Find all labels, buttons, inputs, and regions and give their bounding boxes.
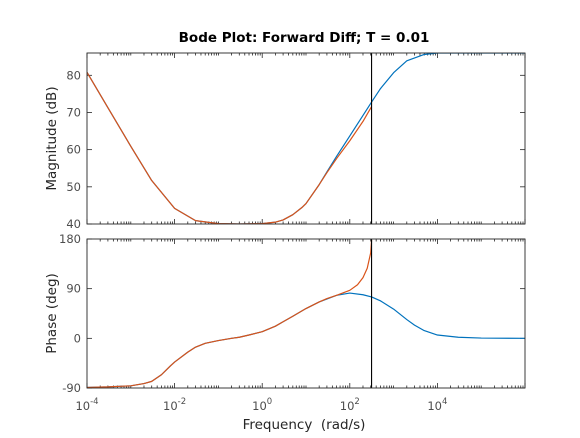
magnitude-y-tick-label: 60 (66, 143, 81, 157)
x-tick-label: 104 (427, 397, 447, 413)
magnitude-series-orange-line (87, 72, 373, 224)
phase-y-tick-label: -90 (62, 381, 81, 395)
magnitude-axes-box (86, 52, 526, 225)
phase-y-tick-label: 90 (66, 282, 81, 296)
x-tick-label: 10-4 (75, 397, 98, 413)
magnitude-panel: 40 50 60 70 80 Magnitude (dB) (44, 52, 526, 231)
magnitude-series-group (87, 53, 525, 224)
phase-series-orange-line (87, 240, 373, 388)
magnitude-y-axis-label: Magnitude (dB) (44, 86, 60, 190)
magnitude-y-tick-label: 70 (66, 105, 81, 119)
x-tick-label: 10-2 (163, 397, 186, 413)
phase-y-tick-label: 180 (59, 232, 81, 246)
magnitude-y-tick-label: 80 (66, 68, 81, 82)
phase-panel: -90 0 90 180 Phase (deg) (44, 232, 526, 395)
magnitude-y-tick-label: 40 (66, 217, 81, 231)
phase-y-tick-label: 0 (74, 331, 81, 345)
phase-y-axis-label: Phase (deg) (44, 273, 60, 354)
x-tick-label: 100 (252, 397, 272, 413)
phase-axes-box (86, 238, 526, 389)
x-tick-labels: 10-4 10-2 100 102 104 (75, 397, 447, 413)
chart-title: Bode Plot: Forward Diff; T = 0.01 (179, 30, 430, 46)
x-axis-label: Frequency (rad/s) (243, 417, 366, 433)
phase-series-group (87, 240, 525, 388)
magnitude-y-tick-label: 50 (66, 180, 81, 194)
x-tick-label: 102 (340, 397, 360, 413)
